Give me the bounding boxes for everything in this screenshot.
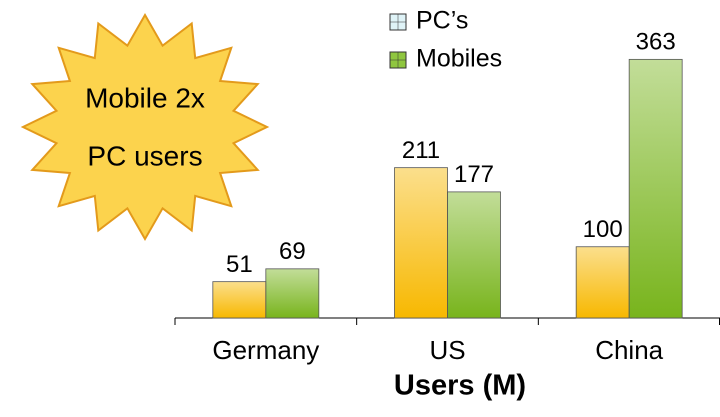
- bar: [212, 281, 267, 319]
- data-label: 51: [226, 251, 253, 278]
- legend-label: Mobiles: [416, 45, 502, 73]
- bar: [394, 167, 448, 319]
- x-tick-label: US: [429, 335, 465, 365]
- x-tick-label: Germany: [212, 335, 319, 365]
- x-axis-title: Users (M): [394, 370, 526, 402]
- data-label: 177: [454, 161, 494, 188]
- data-label: 100: [583, 216, 623, 243]
- legend-label: PC’s: [416, 7, 468, 35]
- x-tick-label: China: [595, 335, 663, 365]
- bar: [447, 191, 501, 319]
- data-label: 69: [279, 238, 306, 265]
- starburst: [20, 12, 270, 242]
- bar: [628, 58, 683, 319]
- data-label: 363: [636, 29, 676, 56]
- data-label: 211: [402, 137, 440, 164]
- bar: [265, 268, 320, 319]
- annotation: PC users: [87, 140, 202, 171]
- annotation: Mobile 2x: [85, 82, 205, 113]
- bar: [575, 246, 630, 319]
